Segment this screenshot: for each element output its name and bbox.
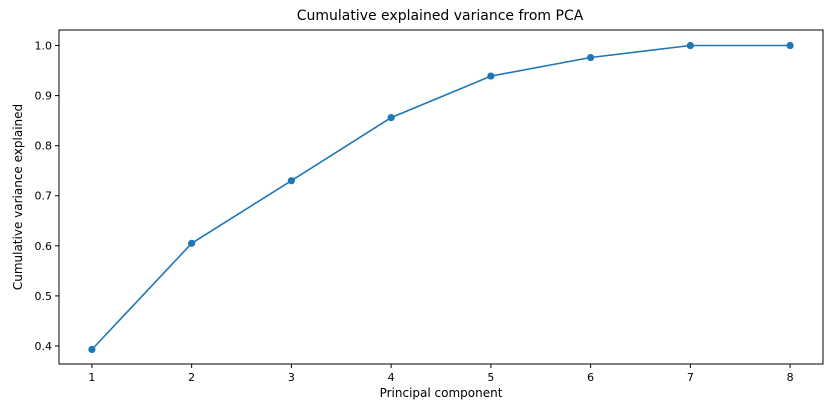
y-tick-label: 0.5: [35, 290, 53, 303]
chart-title: Cumulative explained variance from PCA: [297, 8, 584, 24]
x-tick-label: 5: [487, 371, 494, 384]
x-tick-label: 8: [787, 371, 794, 384]
x-tick-label: 2: [188, 371, 195, 384]
x-axis-label: Principal component: [380, 386, 503, 400]
y-tick-label: 0.8: [35, 140, 53, 153]
x-tick-label: 7: [687, 371, 694, 384]
plot-area-frame: [58, 29, 824, 365]
x-tick-label: 6: [587, 371, 594, 384]
data-point: [587, 53, 595, 62]
data-point: [786, 41, 794, 50]
data-point: [686, 41, 694, 50]
y-tick-label: 0.7: [35, 190, 53, 203]
x-tick-label: 4: [388, 371, 395, 384]
series-line: [91, 44, 791, 351]
y-tick-label: 0.4: [35, 340, 53, 353]
series-layer: [88, 41, 794, 354]
data-point: [487, 72, 495, 80]
data-point: [88, 345, 96, 354]
data-point: [188, 239, 196, 247]
data-point: [387, 114, 395, 122]
y-axis: 0.4 0.5 0.6 0.7 0.8 0.9 1.0: [35, 40, 59, 353]
y-tick-label: 1.0: [35, 40, 53, 53]
x-tick-label: 1: [88, 371, 95, 384]
x-axis: 1 2 3 4 5 6 7 8: [88, 364, 794, 384]
data-point: [287, 177, 295, 185]
y-axis-label: Cumulative variance explained: [11, 104, 25, 290]
y-tick-label: 0.9: [35, 90, 53, 103]
y-tick-label: 0.6: [35, 240, 53, 253]
x-tick-label: 3: [288, 371, 295, 384]
